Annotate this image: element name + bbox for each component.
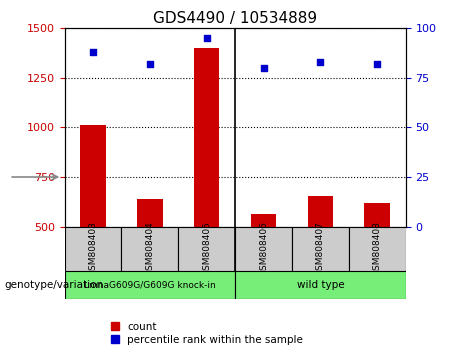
Bar <box>251 214 276 227</box>
Text: GSM808406: GSM808406 <box>259 221 268 276</box>
Legend: count, percentile rank within the sample: count, percentile rank within the sample <box>106 317 307 349</box>
Text: GSM808404: GSM808404 <box>145 221 154 276</box>
Text: GSM808405: GSM808405 <box>202 221 211 276</box>
Point <box>260 65 267 71</box>
Point <box>146 61 154 67</box>
Point <box>317 59 324 65</box>
Text: GSM808403: GSM808403 <box>89 221 97 276</box>
Bar <box>349 227 406 271</box>
Bar <box>137 199 163 227</box>
Bar <box>121 227 178 271</box>
Bar <box>194 48 219 227</box>
Point <box>373 61 381 67</box>
Bar <box>307 196 333 227</box>
Title: GDS4490 / 10534889: GDS4490 / 10534889 <box>153 11 317 26</box>
Bar <box>65 227 121 271</box>
Bar <box>80 125 106 227</box>
Bar <box>235 271 406 299</box>
Bar <box>235 227 292 271</box>
Text: genotype/variation: genotype/variation <box>5 280 104 290</box>
Text: wild type: wild type <box>296 280 344 290</box>
Text: LmnaG609G/G609G knock-in: LmnaG609G/G609G knock-in <box>84 280 216 290</box>
Bar <box>65 271 235 299</box>
Bar <box>178 227 235 271</box>
Text: GSM808407: GSM808407 <box>316 221 325 276</box>
Point <box>89 49 97 55</box>
Point <box>203 35 210 41</box>
Text: GSM808408: GSM808408 <box>373 221 382 276</box>
Bar <box>292 227 349 271</box>
Bar <box>365 203 390 227</box>
